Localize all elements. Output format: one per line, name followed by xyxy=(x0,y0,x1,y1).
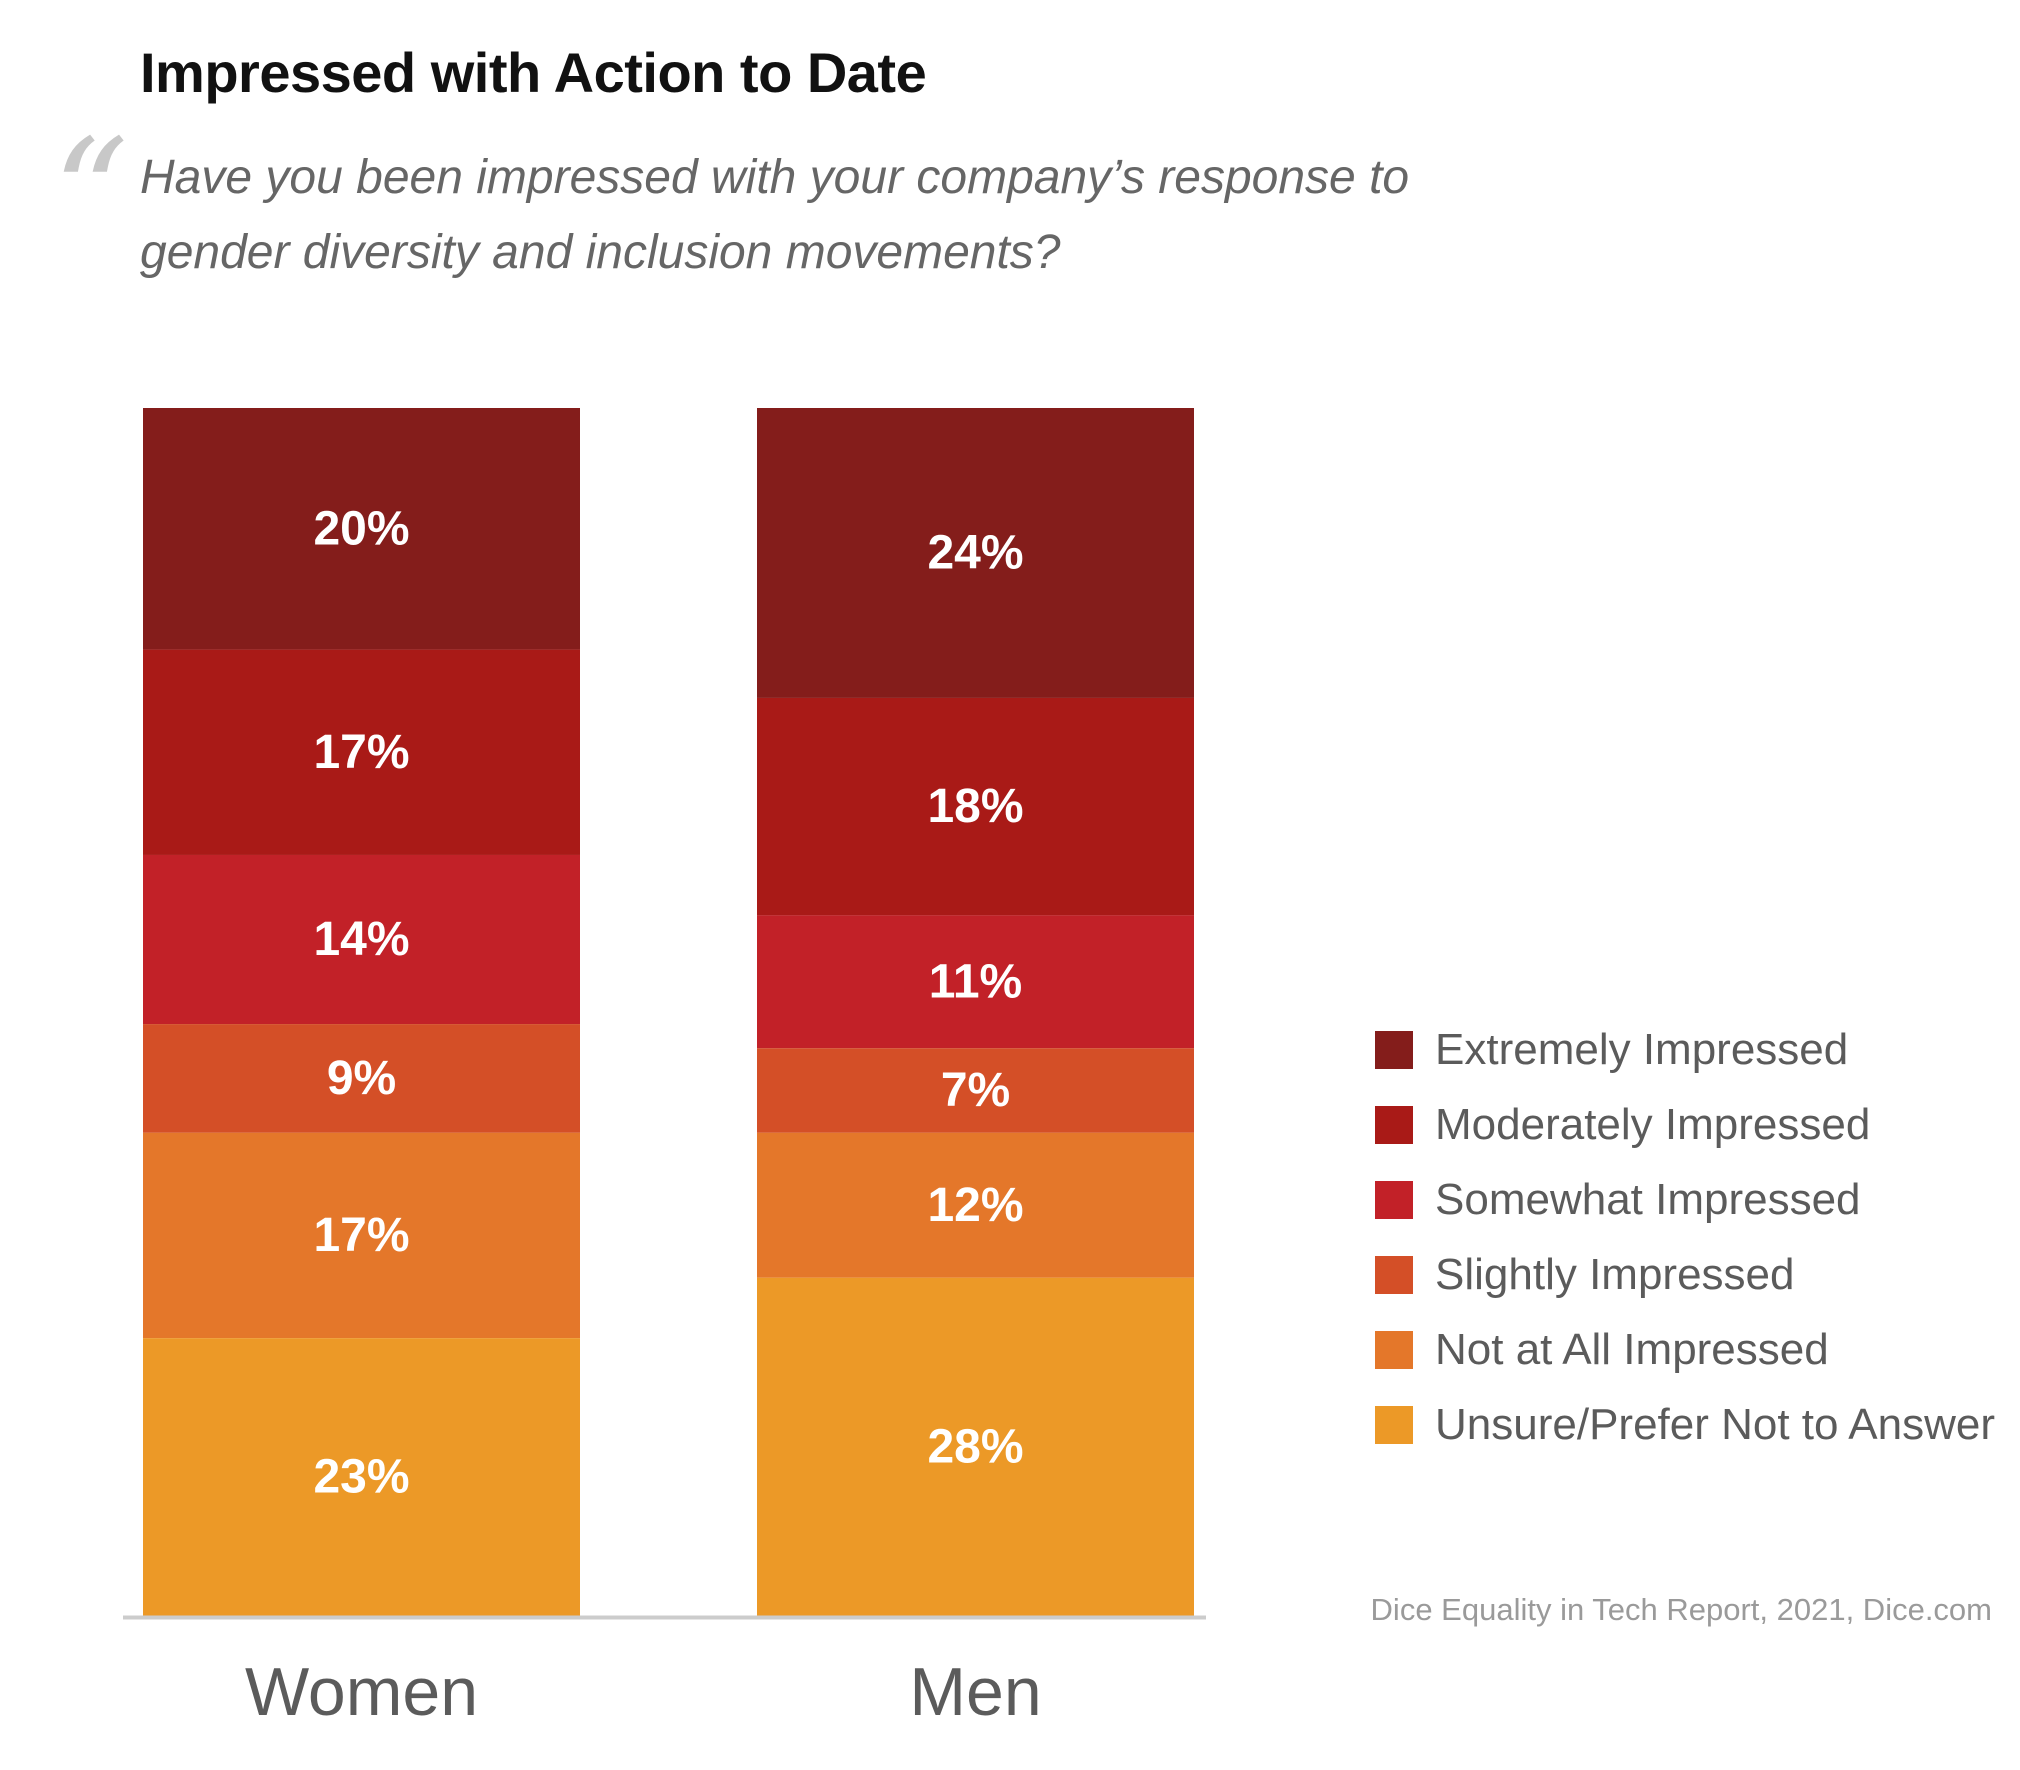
category-label-women: Women xyxy=(245,1654,478,1730)
legend-label: Not at All Impressed xyxy=(1435,1324,1829,1374)
category-label-men: Men xyxy=(909,1654,1041,1730)
legend-item: Not at All Impressed xyxy=(1375,1312,1995,1387)
bar-segment-men-1 xyxy=(757,697,1194,916)
legend-swatch xyxy=(1375,1105,1413,1144)
legend-item: Somewhat Impressed xyxy=(1375,1162,1995,1237)
legend-label: Slightly Impressed xyxy=(1435,1249,1795,1299)
legend-item: Moderately Impressed xyxy=(1375,1087,1995,1162)
data-label-women-1: 17% xyxy=(313,726,409,779)
legend-swatch xyxy=(1375,1030,1413,1069)
quote-mark-icon: “ xyxy=(52,108,129,282)
legend-item: Unsure/Prefer Not to Answer xyxy=(1375,1387,1995,1462)
bar-segment-men-3 xyxy=(757,1048,1194,1133)
bar-segment-men-4 xyxy=(757,1132,1194,1278)
bar-segment-women-1 xyxy=(143,649,580,855)
data-label-women-0: 20% xyxy=(313,502,409,555)
legend-swatch xyxy=(1375,1405,1413,1444)
source-note: Dice Equality in Tech Report, 2021, Dice… xyxy=(1370,1592,1992,1627)
legend-swatch xyxy=(1375,1180,1413,1219)
data-label-women-5: 23% xyxy=(313,1451,409,1504)
legend-swatch xyxy=(1375,1330,1413,1369)
data-label-men-1: 18% xyxy=(927,780,1023,833)
legend-label: Moderately Impressed xyxy=(1435,1099,1871,1149)
chart-subtitle: Have you been impressed with your compan… xyxy=(140,151,1410,279)
data-label-women-4: 17% xyxy=(313,1209,409,1262)
legend-label: Somewhat Impressed xyxy=(1435,1174,1861,1224)
data-label-women-3: 9% xyxy=(327,1052,396,1105)
data-label-men-0: 24% xyxy=(927,526,1023,579)
bar-segment-women-4 xyxy=(143,1132,580,1339)
data-label-women-2: 14% xyxy=(313,913,409,966)
data-label-men-5: 28% xyxy=(927,1420,1023,1473)
legend: Extremely Impressed Moderately Impressed S… xyxy=(1375,1012,1995,1462)
bar-segment-men-0 xyxy=(757,408,1194,698)
bar-segment-women-3 xyxy=(143,1024,580,1133)
bar-segment-women-0 xyxy=(143,408,580,650)
data-label-men-2: 11% xyxy=(929,955,1022,1008)
data-label-men-4: 12% xyxy=(927,1179,1023,1232)
legend-item: Extremely Impressed xyxy=(1375,1012,1995,1087)
data-label-men-3: 7% xyxy=(941,1064,1010,1117)
legend-swatch xyxy=(1375,1255,1413,1294)
bar-segment-women-2 xyxy=(143,854,580,1025)
chart-title: Impressed with Action to Date xyxy=(140,41,927,104)
bar-segment-women-5 xyxy=(143,1338,580,1616)
legend-item: Slightly Impressed xyxy=(1375,1237,1995,1312)
legend-label: Extremely Impressed xyxy=(1435,1024,1849,1074)
legend-label: Unsure/Prefer Not to Answer xyxy=(1435,1399,1996,1449)
bar-segment-men-2 xyxy=(757,915,1194,1049)
bar-segment-men-5 xyxy=(757,1277,1194,1616)
